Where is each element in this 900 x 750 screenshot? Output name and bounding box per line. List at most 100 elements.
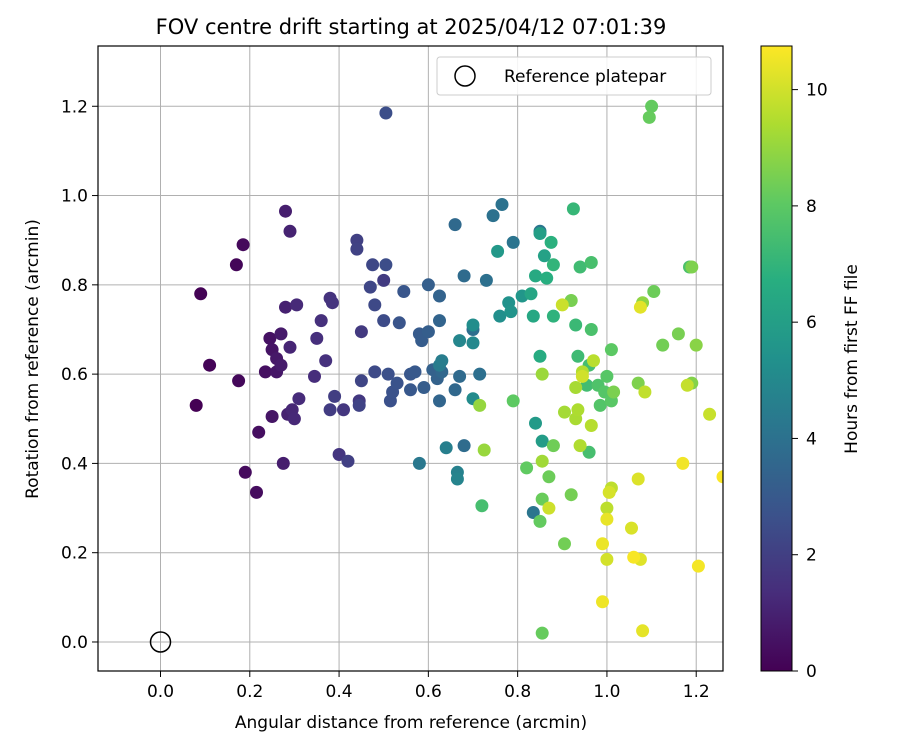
data-point [584, 323, 598, 336]
data-point [486, 209, 500, 223]
data-point [392, 316, 406, 330]
data-point [647, 285, 661, 298]
data-point [716, 470, 723, 484]
data-point [569, 318, 583, 332]
data-point [566, 202, 580, 216]
colorbar-gradient [760, 45, 793, 672]
data-point [263, 331, 277, 345]
data-point [571, 349, 585, 363]
data-point [377, 273, 391, 287]
data-point [584, 419, 598, 432]
reference-point-marker [149, 631, 172, 653]
x-tick-label: 0.4 [326, 682, 353, 702]
data-point [691, 559, 705, 573]
legend-marker-reference [454, 65, 476, 87]
data-point [600, 369, 614, 383]
data-point [279, 204, 292, 218]
colorbar-tick-label: 10 [806, 81, 828, 101]
chart-title: FOV centre drift starting at 2025/04/12 … [156, 15, 667, 39]
data-point [558, 405, 571, 419]
data-point [533, 227, 547, 240]
data-point [535, 434, 549, 448]
data-point [421, 278, 435, 292]
data-point [625, 521, 638, 535]
data-point [573, 439, 587, 453]
data-point [671, 327, 685, 341]
data-point [506, 235, 520, 249]
data-points [189, 99, 723, 640]
data-point [645, 99, 659, 113]
data-point [363, 280, 377, 294]
y-tick-label: 0.6 [61, 365, 88, 385]
data-point [537, 249, 551, 263]
data-point [453, 369, 467, 383]
data-point [323, 403, 337, 417]
colorbar-tick-label: 8 [806, 197, 817, 217]
data-point [287, 412, 301, 426]
data-point [274, 327, 288, 341]
data-point [310, 331, 324, 345]
data-point [540, 271, 554, 285]
data-point [542, 470, 556, 484]
data-point [520, 461, 534, 475]
data-point [412, 456, 426, 470]
data-point [435, 354, 449, 368]
y-tick-label: 0.2 [61, 544, 88, 564]
data-point [328, 389, 342, 403]
data-point [582, 445, 596, 459]
y-tick-label: 0.8 [61, 276, 88, 296]
data-point [546, 309, 560, 323]
y-tick-label: 1.2 [61, 97, 88, 117]
data-point [466, 318, 480, 332]
x-tick-label: 0.2 [236, 682, 263, 702]
data-point [703, 407, 717, 421]
colorbar-tick-label: 4 [806, 429, 817, 449]
x-axis-ticks: 0.0 0.2 0.4 0.6 0.8 1.0 1.2 [147, 671, 710, 702]
data-point [236, 238, 250, 252]
data-point [600, 512, 614, 526]
data-point [526, 309, 540, 323]
data-point [433, 314, 446, 328]
data-point [433, 394, 446, 408]
data-point [491, 244, 505, 258]
data-point [604, 343, 618, 357]
data-point [203, 358, 217, 372]
y-axis-label: Rotation from reference (arcmin) [23, 219, 43, 499]
data-point [308, 369, 321, 383]
data-point [575, 369, 589, 383]
data-point [546, 439, 560, 453]
data-point [404, 383, 417, 397]
data-point [533, 349, 547, 363]
data-point [475, 499, 489, 513]
data-point [546, 258, 560, 272]
data-point [573, 260, 587, 274]
data-point [593, 398, 607, 412]
data-point [506, 394, 520, 408]
data-point [189, 398, 203, 412]
x-tick-label: 0.8 [504, 682, 531, 702]
data-point [450, 472, 464, 486]
data-point [279, 300, 292, 314]
data-point [598, 385, 612, 399]
data-point [529, 269, 542, 283]
x-tick-label: 0.6 [415, 682, 442, 702]
data-point [421, 325, 435, 339]
data-point [319, 354, 333, 368]
data-point [535, 626, 549, 640]
data-point [473, 398, 487, 412]
data-point [194, 287, 208, 301]
data-point [524, 287, 538, 301]
data-point [656, 338, 670, 352]
data-point [352, 398, 366, 412]
data-point [495, 198, 509, 211]
data-point [680, 378, 694, 392]
data-point [493, 309, 507, 323]
data-point [689, 338, 703, 352]
data-point [631, 376, 645, 390]
data-point [638, 385, 652, 399]
data-point [544, 235, 558, 249]
data-point [600, 501, 614, 515]
data-point [633, 300, 647, 314]
data-point [417, 381, 431, 394]
data-point [627, 550, 641, 564]
